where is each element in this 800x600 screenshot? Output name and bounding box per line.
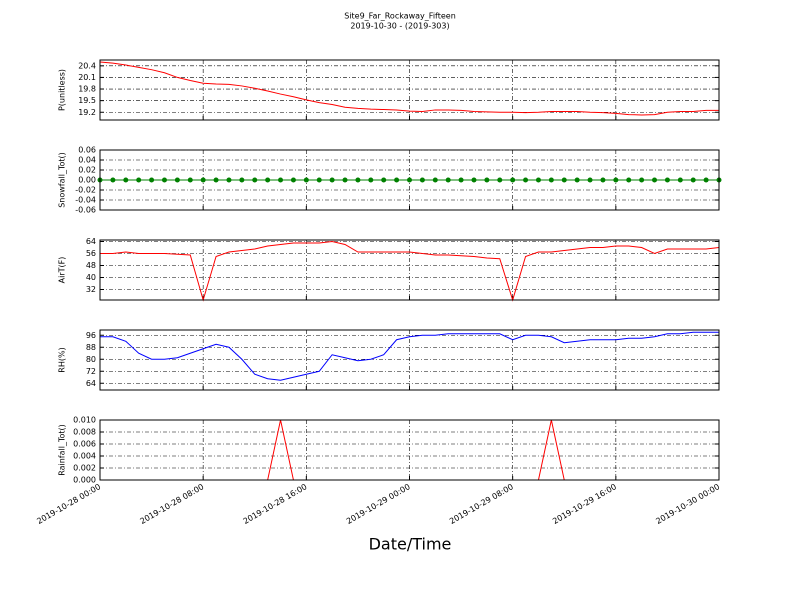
- plot-frame: [99, 149, 720, 211]
- data-point: [484, 177, 490, 183]
- data-point: [613, 177, 619, 183]
- data-point: [187, 177, 193, 183]
- plot-frame: [99, 239, 720, 301]
- y-tick-label: 0.010: [73, 416, 96, 425]
- y-tick-label: 0.000: [73, 476, 96, 485]
- data-line: [100, 331, 719, 381]
- y-tick-label: 0.00: [78, 176, 96, 185]
- data-point: [278, 177, 284, 183]
- y-tick-label: 0.02: [78, 166, 96, 175]
- y-tick-label: 0.008: [73, 428, 96, 437]
- y-tick-label: 0.004: [73, 452, 96, 461]
- data-point: [574, 177, 580, 183]
- chart-subtitle: 2019-10-30 - (2019-303): [350, 22, 449, 31]
- data-point: [652, 177, 658, 183]
- y-tick-label: 19.5: [78, 96, 96, 105]
- y-tick-label: 48: [86, 261, 96, 270]
- data-point: [626, 177, 632, 183]
- plot-frame: [99, 59, 720, 121]
- data-point: [394, 177, 400, 183]
- data-point: [407, 177, 412, 183]
- data-point: [548, 177, 554, 183]
- x-tick-label: 2019-10-28 16:00: [242, 482, 309, 526]
- data-point: [600, 177, 606, 183]
- data-point: [136, 177, 142, 183]
- plot-frame: [99, 419, 720, 481]
- data-line: [99, 61, 719, 116]
- data-point: [639, 177, 645, 183]
- data-point: [110, 177, 116, 183]
- data-point: [497, 177, 503, 183]
- data-point: [432, 177, 438, 183]
- data-point: [226, 177, 232, 183]
- y-axis-label: Snowfall_Tot(): [58, 152, 67, 208]
- y-tick-label: 32: [86, 285, 96, 294]
- x-tick-label: 2019-10-28 08:00: [138, 482, 205, 526]
- x-tick-label: 2019-10-30 00:00: [654, 482, 721, 526]
- y-tick-label: 56: [86, 249, 96, 258]
- y-tick-label: 0.06: [78, 146, 96, 155]
- y-tick-label: 64: [86, 237, 96, 246]
- data-point: [290, 177, 296, 183]
- data-point: [174, 177, 180, 183]
- y-axis-label: P(unitless): [58, 69, 67, 111]
- y-tick-label: 96: [86, 331, 96, 340]
- data-point: [149, 177, 155, 183]
- data-point: [561, 177, 567, 183]
- y-tick-label: 19.8: [78, 85, 96, 94]
- data-point: [213, 177, 219, 183]
- y-tick-label: 0.04: [78, 156, 96, 165]
- data-point: [458, 177, 464, 183]
- y-tick-label: 64: [86, 379, 96, 388]
- data-point: [342, 177, 348, 183]
- y-tick-label: -0.04: [75, 196, 96, 205]
- data-point: [703, 177, 709, 183]
- data-point: [587, 177, 593, 183]
- data-point: [239, 177, 245, 183]
- y-tick-label: 72: [86, 367, 96, 376]
- y-tick-label: 19.2: [78, 108, 96, 117]
- y-tick-label: 20.1: [78, 73, 96, 82]
- x-axis-label: Date/Time: [369, 535, 452, 554]
- chart-title: Site9_Far_Rockaway_Fifteen: [344, 12, 456, 21]
- x-tick-label: 2019-10-28 00:00: [35, 482, 102, 526]
- data-point: [445, 177, 451, 183]
- x-tick-label: 2019-10-29 16:00: [551, 482, 618, 526]
- data-point: [161, 177, 167, 183]
- data-point: [355, 177, 361, 183]
- y-tick-label: 20.4: [78, 61, 96, 70]
- x-tick-label: 2019-10-29 00:00: [345, 482, 412, 526]
- data-point: [265, 177, 271, 183]
- y-axis-label: Rainfall_Tot(): [58, 424, 67, 476]
- data-point: [123, 177, 129, 183]
- y-axis-label: RH(%): [58, 347, 67, 372]
- y-tick-label: -0.06: [75, 206, 96, 215]
- data-point: [690, 177, 696, 183]
- y-tick-label: 0.002: [73, 464, 96, 473]
- data-point: [510, 177, 516, 183]
- data-point: [419, 177, 425, 183]
- y-tick-label: -0.02: [75, 186, 96, 195]
- data-point: [664, 177, 670, 183]
- plot-frame: [99, 329, 720, 391]
- y-axis-label: AirT(F): [58, 257, 67, 284]
- data-point: [381, 177, 387, 183]
- data-point: [200, 177, 206, 183]
- data-point: [523, 177, 529, 183]
- y-tick-label: 40: [86, 273, 96, 282]
- data-point: [677, 177, 683, 183]
- data-point: [368, 177, 374, 183]
- y-tick-label: 80: [86, 355, 96, 364]
- data-point: [535, 177, 541, 183]
- data-point: [303, 177, 309, 183]
- x-tick-label: 2019-10-29 08:00: [448, 482, 515, 526]
- data-point: [252, 177, 258, 183]
- data-point: [316, 177, 322, 183]
- data-point: [471, 177, 477, 183]
- data-point: [329, 177, 335, 183]
- y-tick-label: 88: [86, 343, 96, 352]
- y-tick-label: 0.006: [73, 440, 96, 449]
